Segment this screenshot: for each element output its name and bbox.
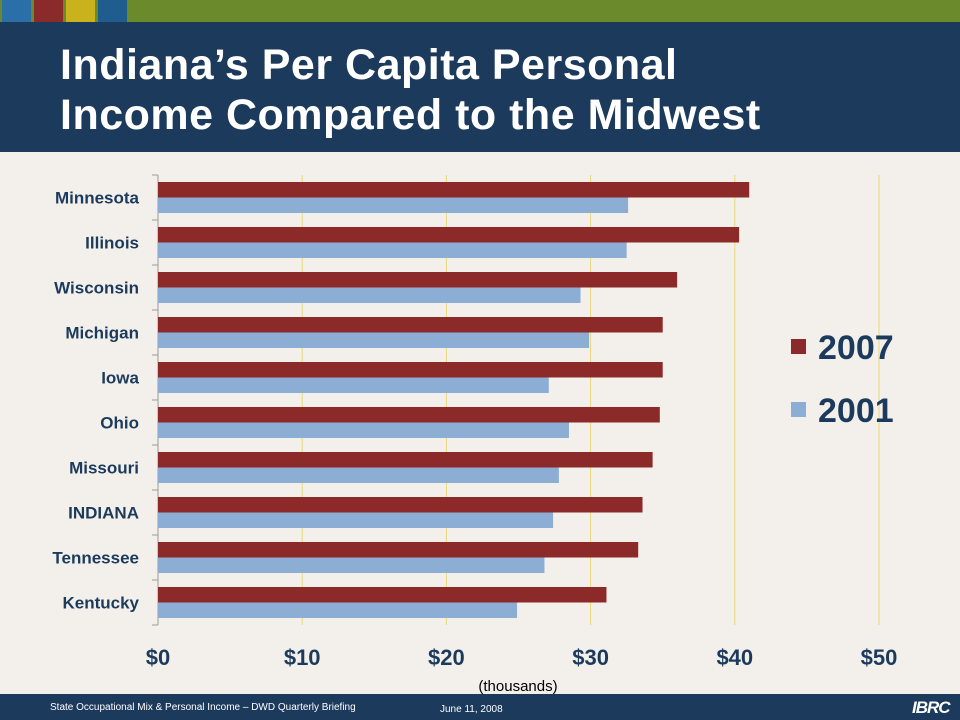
bar-2007-wisconsin (158, 272, 678, 288)
x-tick-label: $30 (572, 645, 609, 670)
bar-2007-kentucky (158, 587, 607, 603)
category-label: Ohio (100, 414, 139, 433)
bar-2007-missouri (158, 452, 653, 468)
accent-square-blue (2, 0, 31, 22)
bar-2007-indiana (158, 497, 643, 513)
bar-2007-illinois (158, 227, 740, 243)
bar-2001-indiana (158, 512, 554, 528)
bar-2007-tennessee (158, 542, 639, 558)
legend-swatch-2001 (791, 402, 806, 417)
bar-2001-tennessee (158, 557, 545, 573)
x-tick-label: $40 (716, 645, 753, 670)
legend-swatch-2007 (791, 339, 806, 354)
bar-2007-ohio (158, 407, 660, 423)
category-label: Illinois (85, 234, 139, 253)
slide-title: Indiana’s Per Capita Personal Income Com… (60, 40, 761, 140)
accent-square-yellow (66, 0, 95, 22)
bar-2007-michigan (158, 317, 663, 333)
footer-date: June 11, 2008 (440, 704, 503, 715)
legend-label-2007: 2007 (818, 329, 894, 367)
category-label: Missouri (69, 459, 139, 478)
x-tick-label: $20 (428, 645, 465, 670)
x-tick-label: $10 (284, 645, 321, 670)
bar-2001-iowa (158, 377, 549, 393)
bar-2001-ohio (158, 422, 569, 438)
footer-text: State Occupational Mix & Personal Income… (50, 702, 356, 713)
bar-2001-illinois (158, 242, 627, 258)
bar-2001-minnesota (158, 197, 629, 213)
bar-2001-wisconsin (158, 287, 581, 303)
bar-2001-missouri (158, 467, 559, 483)
bar-2007-minnesota (158, 182, 750, 198)
bar-2001-kentucky (158, 602, 518, 618)
category-label: Iowa (101, 369, 139, 388)
category-label: Kentucky (62, 594, 139, 613)
x-axis-label: (thousands) (478, 678, 557, 694)
title-line-2: Income Compared to the Midwest (60, 91, 761, 139)
bar-2007-iowa (158, 362, 663, 378)
accent-square-red (34, 0, 63, 22)
income-bar-chart: Minnesota Illinois Wisconsin Michigan Iowa Oh… (52, 174, 898, 694)
category-label: INDIANA (68, 504, 139, 523)
legend-label-2001: 2001 (818, 392, 894, 430)
top-accent-bar (0, 0, 960, 22)
category-label: Tennessee (52, 549, 139, 568)
accent-square-darkblue (98, 0, 127, 22)
category-label: Michigan (65, 324, 139, 343)
bar-2001-michigan (158, 332, 590, 348)
x-tick-label: $0 (146, 645, 170, 670)
category-label: Wisconsin (54, 279, 139, 298)
title-line-1: Indiana’s Per Capita Personal (60, 41, 678, 89)
ibrc-logo: IBRC (912, 698, 951, 717)
title-banner: Indiana’s Per Capita Personal Income Com… (0, 22, 960, 152)
footer-bar: State Occupational Mix & Personal Income… (0, 694, 960, 720)
x-tick-label: $50 (861, 645, 898, 670)
category-label: Minnesota (55, 189, 140, 208)
